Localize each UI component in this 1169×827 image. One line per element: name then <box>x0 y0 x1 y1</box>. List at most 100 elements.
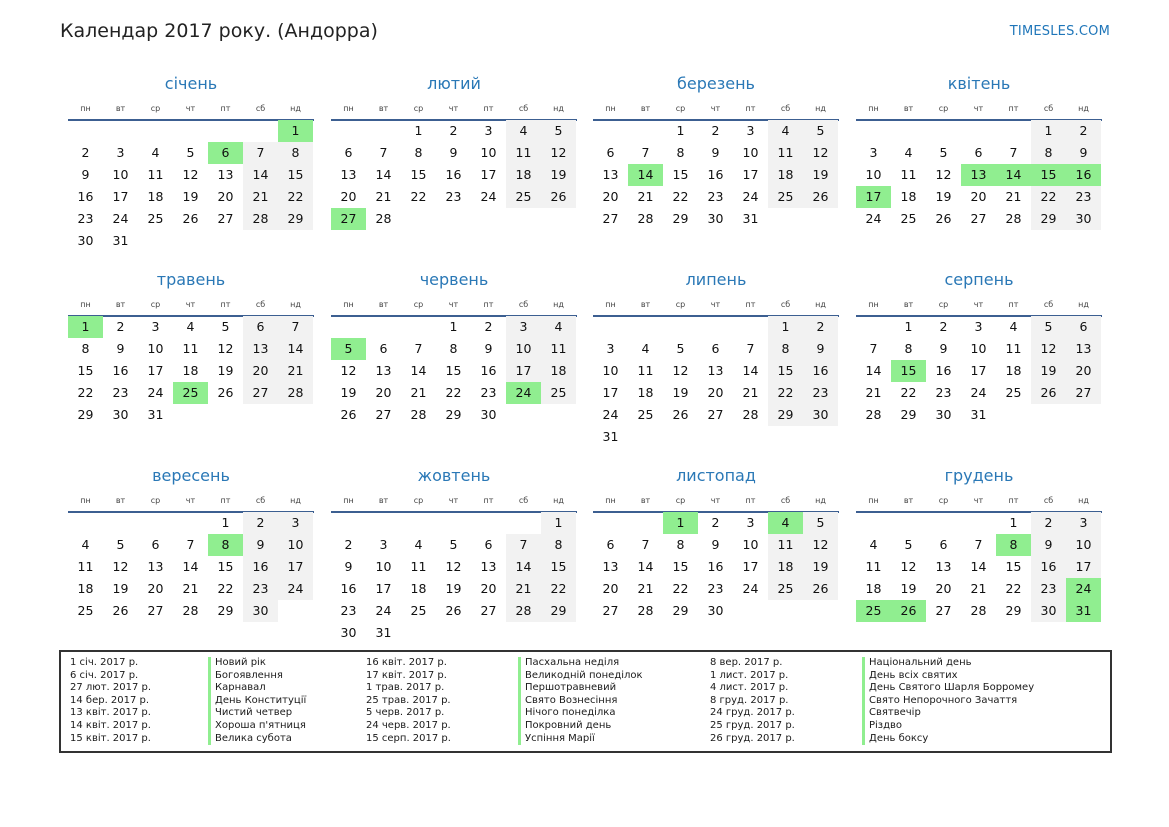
weekday-header: пн вт ср чт пт сб нд <box>68 300 314 312</box>
weekday-header: пн вт ср чт пт сб нд <box>331 300 577 312</box>
day-cell: 26 <box>541 186 576 208</box>
weekday-label: чт <box>973 104 984 113</box>
holiday-day-cell: 31 <box>1066 600 1101 622</box>
holiday-date-column: 8 вер. 2017 р. 1 лист. 2017 р. 4 лист. 201… <box>710 657 795 745</box>
weekday-label: сб <box>780 496 791 505</box>
day-cell: 10 <box>865 167 882 182</box>
day-cell: 27 <box>147 603 164 618</box>
day-cell: 8 <box>414 145 423 160</box>
weekday-label: вт <box>115 300 126 309</box>
day-cell: 20 <box>243 360 278 382</box>
day-cell: 10 <box>602 363 619 378</box>
day-cell: 27 <box>375 407 392 422</box>
day-cell: 10 <box>970 341 987 356</box>
day-cell: 13 <box>147 559 164 574</box>
month-name: листопад <box>676 466 756 485</box>
day-cell: 18 <box>147 189 164 204</box>
weekday-label: пт <box>220 104 231 113</box>
holiday-name-column: Національний день День всіх святих День Св… <box>862 657 1034 746</box>
weekday-label: ср <box>150 104 161 113</box>
month-rule <box>68 511 314 513</box>
holiday-name: Хороша п'ятниця <box>208 719 306 733</box>
day-cell: 19 <box>340 385 357 400</box>
day-cell: 5 <box>1031 316 1066 338</box>
day-cell: 28 <box>637 603 654 618</box>
day-cell: 3 <box>746 123 755 138</box>
weekday-label: чт <box>448 496 459 505</box>
day-cell: 12 <box>182 167 199 182</box>
day-cell: 16 <box>707 559 724 574</box>
day-cell: 11 <box>410 559 427 574</box>
day-cell: 27 <box>480 603 497 618</box>
weekday-label: чт <box>185 300 196 309</box>
day-cell: 25 <box>541 382 576 404</box>
weekday-label: пт <box>483 300 494 309</box>
day-cell: 24 <box>602 407 619 422</box>
day-cell: 19 <box>217 363 234 378</box>
holiday-name: Святвечір <box>862 707 1034 720</box>
weekday-header: пн вт ср чт пт сб нд <box>593 300 839 312</box>
day-cell: 30 <box>243 600 278 622</box>
day-cell: 28 <box>182 603 199 618</box>
day-cell: 30 <box>707 603 724 618</box>
weekday-label: пт <box>483 496 494 505</box>
day-cell: 23 <box>707 189 724 204</box>
day-cell: 13 <box>243 338 278 360</box>
day-cell: 10 <box>506 338 541 360</box>
holiday-date: 1 лист. 2017 р. <box>710 669 789 681</box>
day-cell: 2 <box>939 319 948 334</box>
day-cell: 4 <box>414 537 423 552</box>
day-cell: 21 <box>970 581 987 596</box>
weekday-label: сб <box>255 300 266 309</box>
weekday-label: ср <box>938 104 949 113</box>
weekday-label: нд <box>815 104 826 113</box>
weekday-label: чт <box>710 300 721 309</box>
weekday-label: пн <box>868 104 879 113</box>
day-cell: 10 <box>742 537 759 552</box>
day-cell: 12 <box>541 142 576 164</box>
day-cell: 7 <box>746 341 755 356</box>
weekday-label: ср <box>938 300 949 309</box>
month-name: квітень <box>947 74 1011 93</box>
day-cell: 1 <box>768 316 803 338</box>
weekday-header: пн вт ср чт пт сб нд <box>593 104 839 116</box>
holiday-date: 24 черв. 2017 р. <box>366 719 451 731</box>
day-cell: 12 <box>803 534 838 556</box>
day-cell: 17 <box>480 167 497 182</box>
weekday-label: пн <box>80 496 91 505</box>
day-cell: 30 <box>480 407 497 422</box>
month-name: жовтень <box>417 466 491 485</box>
holiday-name: Богоявлення <box>208 669 306 683</box>
day-cell: 22 <box>278 186 313 208</box>
holiday-day-cell: 4 <box>768 512 803 534</box>
day-cell: 3 <box>506 316 541 338</box>
brand-link[interactable]: TIMESLES.COM <box>1009 24 1110 39</box>
day-cell: 9 <box>243 534 278 556</box>
day-cell: 22 <box>77 385 94 400</box>
day-cell: 16 <box>77 189 94 204</box>
day-cell: 15 <box>672 167 689 182</box>
weekday-label: вт <box>903 300 914 309</box>
weekday-label: вт <box>115 104 126 113</box>
day-cell: 17 <box>742 559 759 574</box>
weekday-label: чт <box>448 300 459 309</box>
weekday-label: пн <box>80 300 91 309</box>
weekday-label: нд <box>553 300 564 309</box>
day-cell: 29 <box>768 404 803 426</box>
holiday-day-cell: 1 <box>278 120 313 142</box>
holiday-day-cell: 6 <box>208 142 243 164</box>
day-cell: 11 <box>77 559 94 574</box>
weekday-label: чт <box>710 496 721 505</box>
day-cell: 23 <box>340 603 357 618</box>
holiday-date: 8 груд. 2017 р. <box>710 694 789 706</box>
day-cell: 30 <box>112 407 129 422</box>
holiday-name: Першотравневий <box>518 682 643 695</box>
weekday-label: сб <box>780 300 791 309</box>
day-cell: 9 <box>1031 534 1066 556</box>
holiday-name: Карнавал <box>208 682 306 695</box>
day-cell: 23 <box>77 211 94 226</box>
day-cell: 9 <box>711 537 720 552</box>
day-cell: 4 <box>151 145 160 160</box>
day-cell: 10 <box>147 341 164 356</box>
weekday-label: ср <box>675 104 686 113</box>
